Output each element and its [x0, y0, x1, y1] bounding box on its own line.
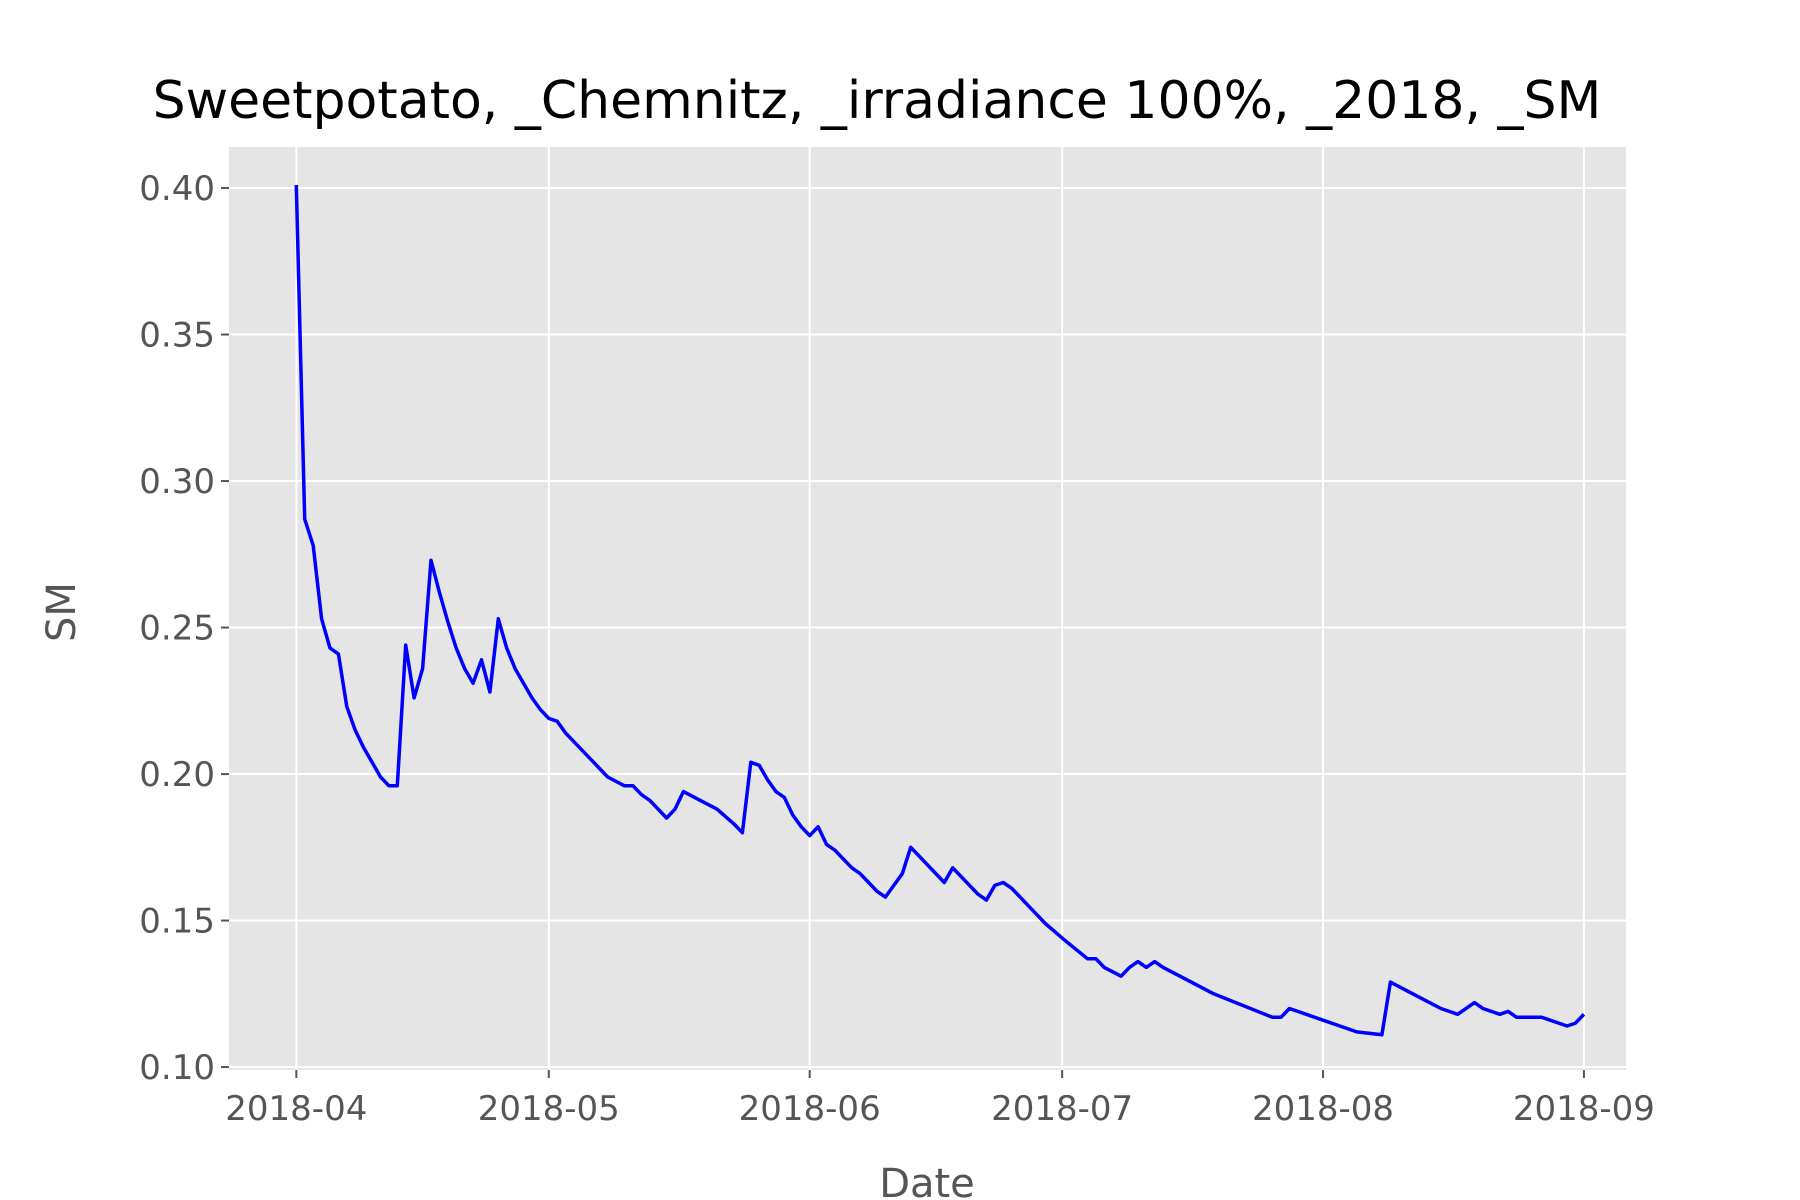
x-tick-label: 2018-04: [225, 1089, 367, 1129]
x-axis-label: Date: [879, 1161, 975, 1200]
y-tick-label: 0.10: [139, 1048, 215, 1088]
x-tick-label: 2018-06: [739, 1089, 881, 1129]
y-tick-label: 0.20: [139, 755, 215, 795]
x-tick-label: 2018-07: [991, 1089, 1133, 1129]
y-axis-label: SM: [39, 582, 85, 642]
y-tick-label: 0.35: [139, 316, 215, 356]
grid-lines: [229, 147, 1626, 1070]
axis-ticks: 2018-04 2018-05 2018-06 2018-07 2018-08 2018-…: [139, 169, 1655, 1129]
x-tick-label: 2018-09: [1513, 1089, 1655, 1129]
x-tick-label: 2018-05: [478, 1089, 620, 1129]
y-tick-label: 0.15: [139, 902, 215, 942]
y-tick-label: 0.40: [139, 169, 215, 209]
series-line: [294, 185, 1586, 1037]
chart-title: Sweetpotato, _Chemnitz, _irradiance 100%…: [153, 71, 1602, 131]
x-tick-label: 2018-08: [1252, 1089, 1394, 1129]
y-tick-label: 0.25: [139, 609, 215, 649]
series-layer: [294, 185, 1586, 1037]
y-tick-label: 0.30: [139, 462, 215, 502]
plot-area: [229, 147, 1626, 1070]
